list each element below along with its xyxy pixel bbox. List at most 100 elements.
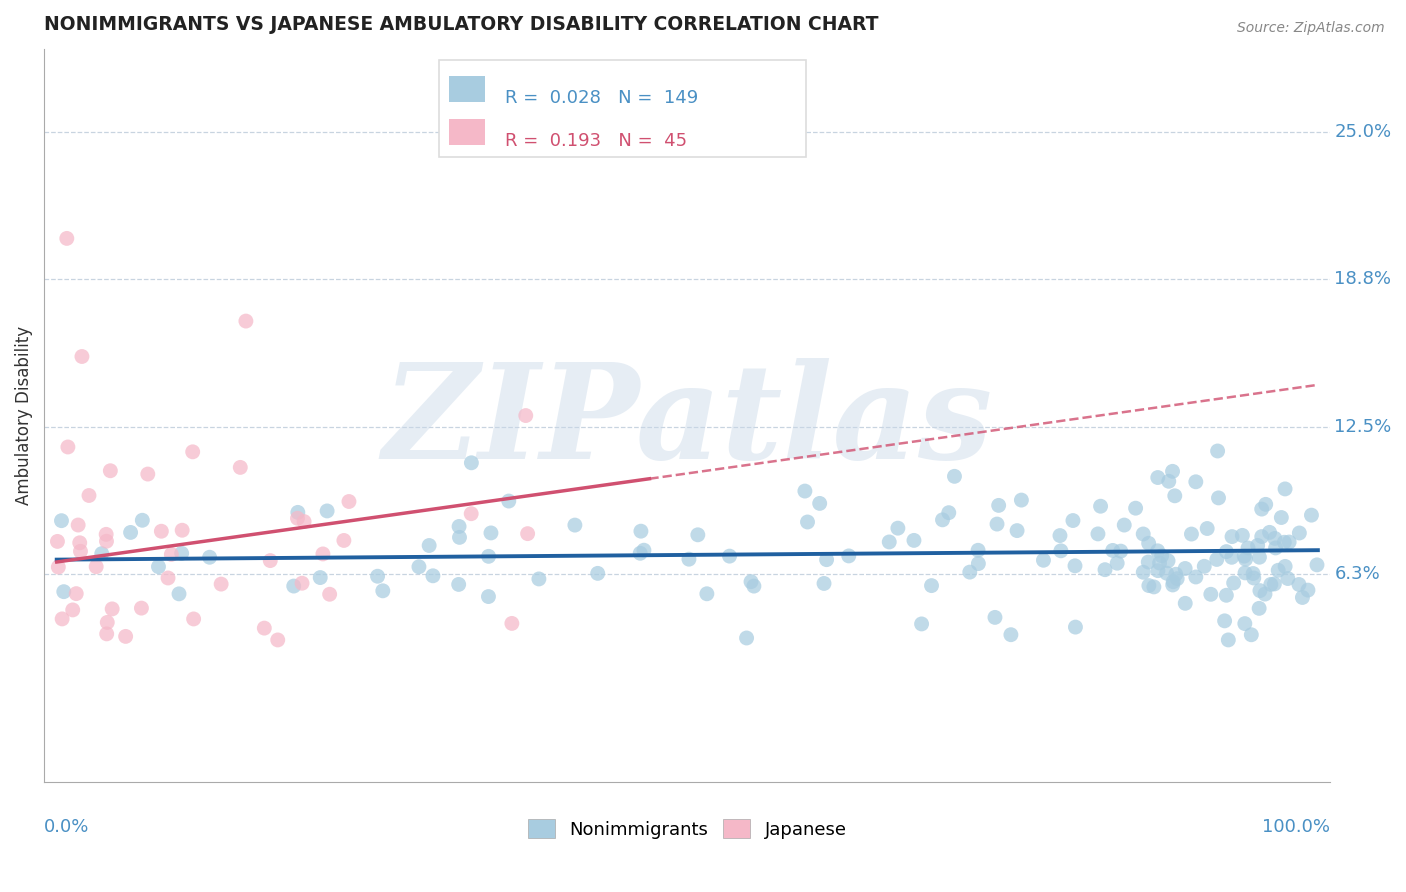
Point <box>1132 527 1154 541</box>
Point <box>1150 549 1173 563</box>
Point <box>735 631 758 645</box>
Point <box>1107 556 1129 570</box>
Point <box>527 572 550 586</box>
Point <box>967 543 990 558</box>
Point <box>987 499 1010 513</box>
Point <box>1157 554 1180 568</box>
Point <box>815 552 838 566</box>
Point <box>65 587 87 601</box>
Point <box>120 525 142 540</box>
Point <box>1164 489 1187 503</box>
Point <box>1232 528 1254 542</box>
Point <box>1143 580 1166 594</box>
Point <box>742 579 765 593</box>
Point <box>564 518 586 533</box>
Point <box>1277 572 1299 586</box>
Point <box>1010 493 1032 508</box>
Point <box>1000 628 1022 642</box>
Point <box>98 464 121 478</box>
Point <box>1243 571 1265 585</box>
Point <box>101 602 124 616</box>
Point <box>910 616 932 631</box>
Text: ZIPatlas: ZIPatlas <box>382 359 993 487</box>
Point <box>136 467 159 481</box>
Point <box>56 231 79 245</box>
Point <box>287 511 309 525</box>
Text: 12.5%: 12.5% <box>1334 418 1392 436</box>
Point <box>46 560 69 574</box>
Point <box>198 550 221 565</box>
Point <box>984 610 1007 624</box>
Point <box>1260 577 1282 591</box>
Point <box>1249 550 1271 565</box>
Point <box>1114 518 1136 533</box>
Point <box>1234 552 1257 566</box>
Point <box>630 524 652 538</box>
Point <box>1267 563 1289 577</box>
Point <box>1146 470 1168 484</box>
Point <box>337 494 360 508</box>
Point <box>90 547 112 561</box>
Point <box>633 543 655 558</box>
Point <box>1301 508 1323 523</box>
Point <box>287 505 309 519</box>
Point <box>70 350 93 364</box>
FancyBboxPatch shape <box>439 61 806 157</box>
Point <box>1234 566 1257 580</box>
Point <box>1005 524 1028 538</box>
Point <box>449 519 471 533</box>
Point <box>931 513 953 527</box>
Point <box>1156 566 1178 581</box>
Point <box>259 553 281 567</box>
Point <box>1062 514 1084 528</box>
Point <box>1233 616 1256 631</box>
Point <box>69 544 91 558</box>
Text: 18.8%: 18.8% <box>1334 269 1392 287</box>
Point <box>1278 535 1301 549</box>
Point <box>1274 482 1296 496</box>
Point <box>1249 583 1271 598</box>
Point <box>1296 583 1319 598</box>
Text: R =  0.193   N =  45: R = 0.193 N = 45 <box>505 132 686 150</box>
Point <box>1137 578 1160 592</box>
Point <box>309 571 332 585</box>
Point <box>498 494 520 508</box>
Point <box>943 469 966 483</box>
Point <box>150 524 173 539</box>
Point <box>209 577 232 591</box>
Point <box>148 559 170 574</box>
Point <box>1240 628 1263 642</box>
Point <box>235 314 257 328</box>
Point <box>170 546 193 560</box>
Point <box>131 601 153 615</box>
Text: NONIMMIGRANTS VS JAPANESE AMBULATORY DISABILITY CORRELATION CHART: NONIMMIGRANTS VS JAPANESE AMBULATORY DIS… <box>44 15 879 34</box>
Point <box>1094 563 1116 577</box>
Point <box>1087 527 1109 541</box>
Point <box>921 579 943 593</box>
Point <box>460 456 482 470</box>
Point <box>1050 543 1073 558</box>
Point <box>167 587 190 601</box>
Point <box>813 576 835 591</box>
Point <box>96 527 118 541</box>
Point <box>449 530 471 544</box>
Point <box>367 569 389 583</box>
Point <box>84 559 107 574</box>
Point <box>478 549 501 564</box>
Point <box>1215 588 1237 602</box>
Point <box>253 621 276 635</box>
Point <box>1263 577 1285 591</box>
Point <box>1272 535 1295 549</box>
Point <box>515 409 537 423</box>
Point <box>114 629 136 643</box>
Point <box>1064 620 1087 634</box>
Point <box>1109 544 1132 558</box>
Point <box>96 615 118 630</box>
Point <box>740 574 762 589</box>
Point <box>172 523 194 537</box>
Point <box>51 612 73 626</box>
Point <box>887 521 910 535</box>
Point <box>1258 525 1281 540</box>
Point <box>1199 587 1222 601</box>
Point <box>1147 564 1170 578</box>
